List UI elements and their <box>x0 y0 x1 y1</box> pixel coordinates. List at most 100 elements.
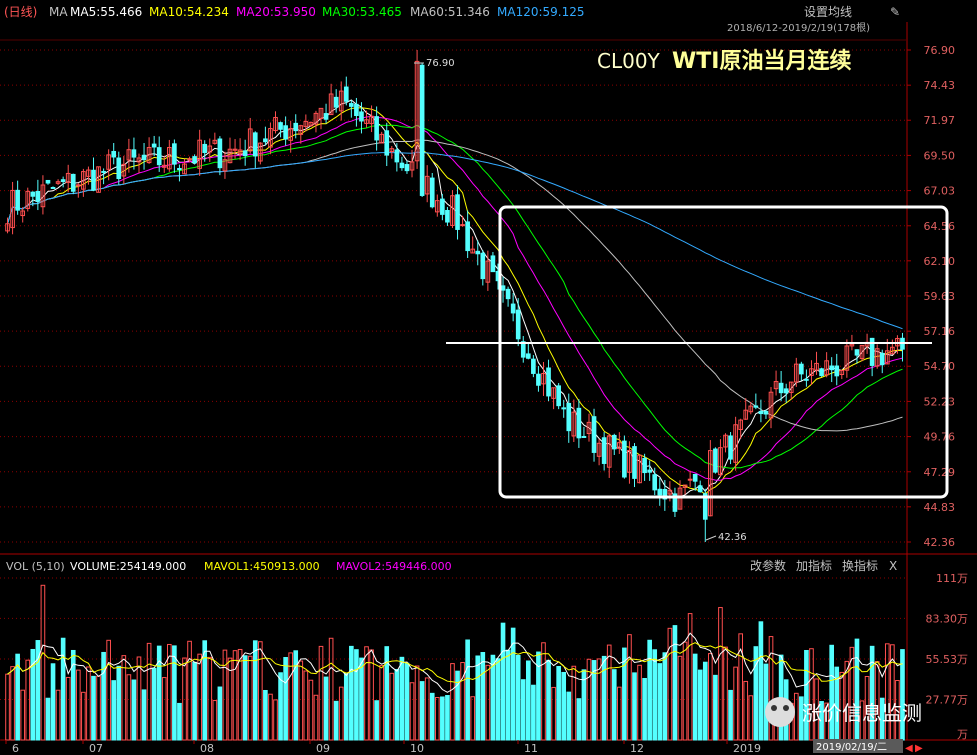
volume-bar <box>187 640 192 741</box>
candle-body <box>384 130 390 156</box>
candle-body <box>773 381 779 390</box>
candle-body <box>510 303 516 314</box>
volume-bar <box>242 655 248 741</box>
candle-body <box>126 149 132 161</box>
date-tick-label: 2019 <box>733 742 761 755</box>
volume-bar <box>399 656 405 741</box>
volume-bar <box>884 643 890 741</box>
candle-body <box>308 121 314 127</box>
volume-bar <box>151 667 157 741</box>
candle-body <box>576 407 582 439</box>
volume-bar <box>450 663 455 741</box>
volume-bar <box>733 666 738 741</box>
switch-indicator-button[interactable]: 换指标 <box>842 558 878 573</box>
candle-body <box>606 435 612 468</box>
scroll-left-icon[interactable]: ▶ <box>915 743 923 754</box>
candle-body <box>596 442 602 457</box>
candle-body <box>419 64 425 196</box>
mavol5-line <box>7 632 903 693</box>
volume-tick-label: 55.53万 <box>926 653 969 666</box>
candle-body <box>839 369 845 375</box>
candle-body <box>672 493 678 512</box>
volume-bar <box>60 637 66 741</box>
volume-bar <box>520 679 526 741</box>
volume-bar <box>419 681 425 741</box>
wechat-icon <box>765 697 795 727</box>
candle-body <box>197 139 202 169</box>
candle-body <box>728 435 733 460</box>
volume-bar <box>490 654 496 741</box>
date-tick-label: 10 <box>410 742 424 755</box>
volume-bar <box>541 642 546 741</box>
volume-tick-label: 27.77万 <box>926 693 969 706</box>
date-tick-label: 09 <box>316 742 330 755</box>
candle-body <box>445 209 450 223</box>
volume-bar <box>546 659 551 741</box>
date-axis: 6 07 08 09 10 11 12 2019 <box>5 740 761 755</box>
volume-bar <box>596 658 602 741</box>
change-params-button[interactable]: 改参数 <box>750 558 786 573</box>
candle-body <box>682 484 688 488</box>
candle-body <box>647 469 652 473</box>
candle-body <box>60 179 66 183</box>
volume-bar <box>141 689 147 741</box>
volume-bar <box>571 665 577 741</box>
settings-button[interactable]: 设置均线 <box>804 5 852 19</box>
candle-body <box>172 143 177 165</box>
current-date: 2019/02/19/二 <box>816 742 887 753</box>
watermark-text: 涨价信息监测 <box>802 701 922 725</box>
candle-body <box>35 191 41 202</box>
volume-bar <box>182 657 187 741</box>
scroll-right-icon[interactable]: ◀ <box>905 743 913 754</box>
ma20-line <box>7 115 903 481</box>
volume-bar <box>829 644 835 741</box>
volume-bar <box>278 672 283 741</box>
volume-bar <box>136 656 142 741</box>
volume-bar <box>177 702 182 741</box>
candle-body <box>804 378 809 381</box>
candle-body <box>379 133 385 144</box>
close-icon[interactable]: X <box>889 559 897 573</box>
candle-body <box>799 363 804 375</box>
candle-body <box>541 372 546 385</box>
candle-body <box>819 368 824 377</box>
candle-body <box>768 391 774 419</box>
candle-body <box>485 260 491 283</box>
volume-bar <box>91 675 96 741</box>
volume-bar <box>65 676 71 741</box>
candle-body <box>338 90 344 112</box>
volume-bar <box>662 652 668 741</box>
volume-bar <box>247 655 253 741</box>
volume-bar <box>131 679 137 741</box>
settings-icon[interactable]: ✎ <box>890 5 900 19</box>
candle-body <box>86 169 91 177</box>
volume-bar <box>86 666 91 741</box>
candle-body <box>283 125 288 140</box>
volume-bar <box>804 649 809 741</box>
candle-body <box>642 457 647 474</box>
add-indicator-button[interactable]: 加指标 <box>796 558 832 573</box>
candle-body <box>25 190 31 209</box>
volume-bar <box>106 639 111 741</box>
contract-name: WTI原油当月连续 <box>672 48 851 74</box>
volume-bar <box>263 689 268 741</box>
candle-body <box>389 148 395 153</box>
volume-bar <box>414 665 420 741</box>
volume-bar <box>308 679 314 741</box>
volume-bar <box>75 669 81 741</box>
candle-body <box>81 171 86 190</box>
ma20-label: MA20:53.950 <box>236 5 316 19</box>
candle-body <box>581 435 587 438</box>
ma10-label: MA10:54.234 <box>149 5 229 19</box>
volume-bar <box>900 649 905 741</box>
candle-body <box>424 175 430 195</box>
volume-bar <box>758 621 764 741</box>
candle-body <box>793 363 799 383</box>
volume-bar <box>445 695 450 741</box>
volume-bar <box>192 661 197 741</box>
candle-body <box>788 381 794 393</box>
candle-body <box>697 485 703 493</box>
volume-bar <box>409 682 415 741</box>
volume-bar <box>434 697 440 741</box>
